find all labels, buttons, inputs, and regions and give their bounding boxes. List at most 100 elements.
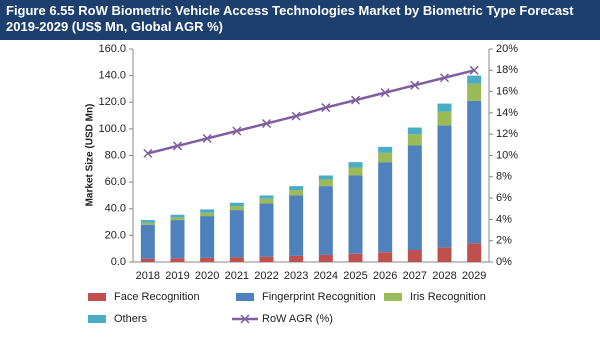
y2-tick-label: 8% — [496, 171, 512, 183]
y-tick-label: 60.0 — [105, 176, 126, 188]
line-marker — [202, 133, 212, 143]
bar-segment — [437, 247, 452, 262]
y2-tick-label: 14% — [496, 107, 518, 119]
bar-segment — [437, 125, 452, 248]
y-tick-label: 0.0 — [111, 256, 126, 268]
bar-segment — [348, 175, 363, 254]
bar-segment — [378, 152, 393, 163]
x-tick-label: 2019 — [165, 270, 189, 282]
y-tick-label: 160.0 — [98, 43, 126, 55]
legend-swatch — [88, 293, 106, 301]
bar-segment — [407, 145, 422, 251]
bar-segment — [348, 162, 363, 168]
bar-segment — [289, 190, 304, 196]
line-marker — [261, 119, 272, 129]
bar-segment — [407, 134, 422, 146]
chart-title: Figure 6.55 RoW Biometric Vehicle Access… — [0, 0, 600, 40]
bar-segment — [378, 252, 393, 262]
y2-tick-label: 2% — [496, 235, 512, 247]
bar-segment — [348, 253, 363, 262]
y2-tick-label: 12% — [496, 128, 518, 140]
bar-segment — [140, 258, 155, 262]
x-tick-label: 2025 — [343, 270, 367, 282]
legend-label: Others — [114, 313, 148, 325]
bar-segment — [200, 257, 215, 262]
bar-segment — [170, 220, 185, 259]
bar-segment — [170, 214, 185, 218]
line-marker — [469, 65, 479, 75]
x-tick-label: 2027 — [403, 270, 427, 282]
bar-segment — [467, 100, 482, 244]
bar-segment — [259, 203, 274, 257]
x-tick-label: 2022 — [254, 270, 278, 282]
y-tick-label: 20.0 — [105, 229, 126, 241]
bar-segment — [318, 186, 333, 255]
line-marker — [380, 88, 390, 98]
line-marker — [172, 141, 183, 151]
x-tick-label: 2029 — [462, 270, 486, 282]
line — [147, 69, 475, 155]
bar-segment — [229, 210, 244, 258]
bar-segment — [378, 162, 393, 253]
bar-segment — [259, 195, 274, 199]
bar-segment — [200, 209, 215, 213]
y-tick-label: 100.0 — [98, 123, 126, 135]
bar-segment — [378, 146, 393, 153]
bar-segment — [318, 179, 333, 187]
bar-segment — [437, 111, 452, 126]
bar-segment — [318, 175, 333, 180]
legend-marker — [240, 314, 250, 324]
line-marker — [321, 103, 331, 113]
legend-swatch — [236, 293, 254, 301]
bar-segment — [229, 206, 244, 211]
bar-segment — [467, 243, 482, 262]
bar-segment — [407, 127, 422, 135]
y-tick-label: 120.0 — [98, 96, 126, 108]
x-tick-label: 2021 — [225, 270, 249, 282]
bar-segment — [170, 258, 185, 262]
line-marker — [143, 148, 153, 158]
line-marker — [350, 95, 361, 105]
x-tick-label: 2020 — [195, 270, 219, 282]
bar-segment — [437, 103, 452, 112]
bar-segment — [140, 222, 155, 225]
bar-segment — [200, 216, 215, 258]
y2-tick-label: 10% — [496, 149, 518, 161]
y2-tick-label: 18% — [496, 64, 518, 76]
y2-tick-label: 0% — [496, 256, 512, 268]
y-tick-label: 80.0 — [105, 149, 126, 161]
bar-segment — [289, 255, 304, 262]
legend-label: Iris Recognition — [410, 291, 486, 303]
x-tick-label: 2023 — [284, 270, 308, 282]
bar-segment — [467, 75, 482, 84]
y-tick-label: 40.0 — [105, 203, 126, 215]
bar-segment — [318, 254, 333, 262]
legend-label: Face Recognition — [114, 291, 200, 303]
y2-tick-label: 20% — [496, 43, 518, 55]
bar-segment — [200, 212, 215, 217]
line-marker — [291, 111, 301, 121]
y2-tick-label: 16% — [496, 86, 518, 98]
bar-segment — [170, 217, 185, 221]
line-marker — [232, 126, 242, 136]
x-tick-label: 2018 — [136, 270, 160, 282]
bar-segment — [259, 256, 274, 262]
bar-segment — [407, 250, 422, 262]
bar-segment — [348, 167, 363, 176]
x-tick-label: 2024 — [314, 270, 338, 282]
legend-label: RoW AGR (%) — [262, 313, 333, 325]
bar-segment — [289, 195, 304, 256]
bar-segment — [229, 257, 244, 262]
y-axis-title: Market Size (USD Mn) — [85, 104, 96, 207]
y-tick-label: 140.0 — [98, 70, 126, 82]
line-marker — [410, 80, 420, 90]
bar-segment — [289, 186, 304, 191]
x-tick-label: 2026 — [373, 270, 397, 282]
bar-segment — [229, 202, 244, 207]
x-tick-label: 2028 — [432, 270, 456, 282]
legend-label: Fingerprint Recognition — [262, 291, 376, 303]
legend-swatch — [384, 293, 402, 301]
line-marker — [439, 73, 450, 83]
